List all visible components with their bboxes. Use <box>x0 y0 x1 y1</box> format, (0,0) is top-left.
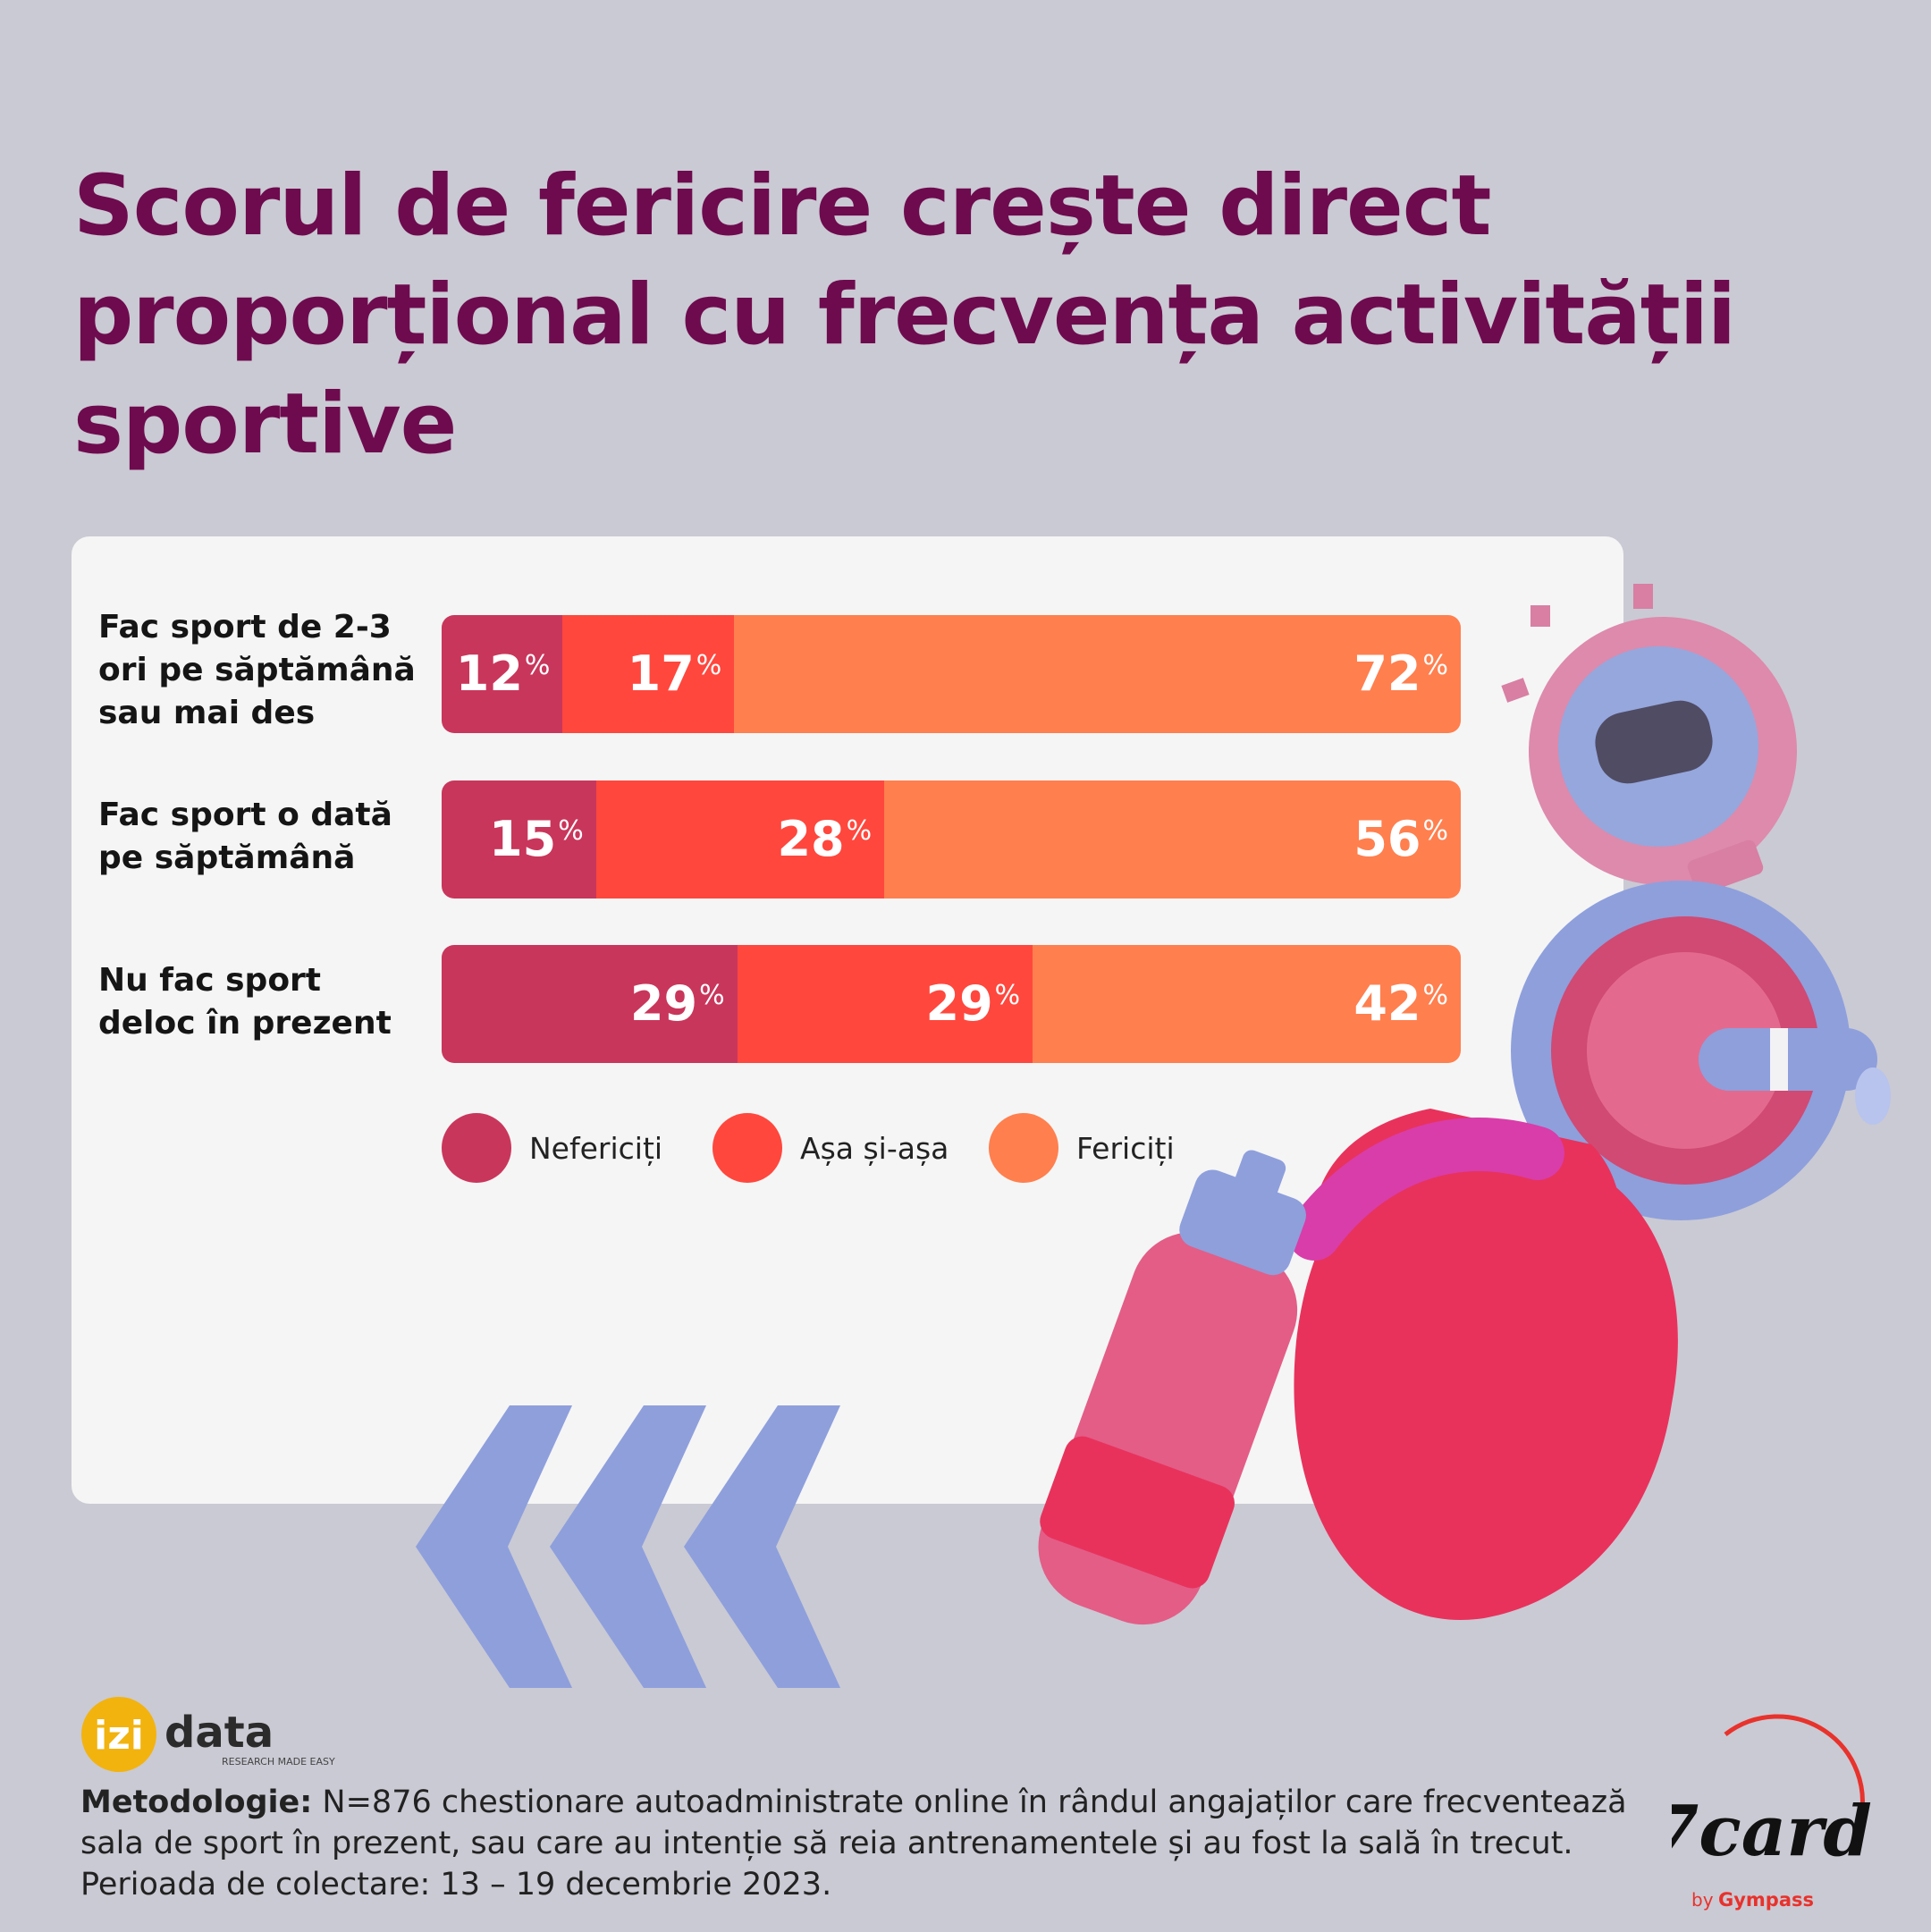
ab-wheel-icon <box>1511 881 1891 1220</box>
legend-swatch <box>442 1113 511 1183</box>
by-text: by <box>1691 1889 1714 1911</box>
data-label-value: 17 <box>627 645 695 702</box>
stacked-bar: 12% 17% 72% <box>442 615 1461 733</box>
stacked-bar: 15% 28% 56% <box>442 780 1461 899</box>
data-label-value: 29 <box>925 975 993 1032</box>
izi-brand-text: izi <box>94 1713 144 1759</box>
category-label: Fac sport o dată pe săptămână <box>98 794 420 880</box>
data-label-value: 29 <box>629 975 698 1032</box>
legend-label: Nefericiți <box>529 1130 663 1166</box>
data-label: 29% <box>926 979 1021 1037</box>
title-line-3: sportive <box>73 375 457 473</box>
category-label-line: Fac sport o dată <box>98 797 392 833</box>
methodology-line-2: sala de sport în prezent, sau care au in… <box>80 1826 1573 1861</box>
izi-tagline: RESEARCH MADE EASY <box>222 1756 335 1767</box>
page-title: Scorul de fericire crește direct proporț… <box>73 152 1772 479</box>
data-label: 12% <box>456 649 551 707</box>
water-bottle-icon <box>1038 1150 1306 1625</box>
bar-segment: 56% <box>884 780 1461 899</box>
data-label: 72% <box>1353 649 1448 707</box>
percent-sign: % <box>696 650 722 681</box>
data-label: 15% <box>489 814 584 873</box>
7card-word: 7card <box>1672 1791 1872 1872</box>
category-label-line: Fac sport de 2-3 <box>98 609 392 645</box>
data-label-value: 56 <box>1353 811 1421 867</box>
data-label-value: 28 <box>777 811 845 867</box>
percent-sign: % <box>524 650 551 681</box>
legend-item-asa-si-asa: Așa și-așa <box>713 1113 949 1183</box>
gympass-text: Gympass <box>1718 1889 1814 1911</box>
data-label: 56% <box>1353 814 1448 873</box>
methodology-line-1: N=876 chestionare autoadministrate onlin… <box>322 1784 1627 1820</box>
percent-sign: % <box>1422 650 1448 681</box>
percent-sign: % <box>699 980 725 1011</box>
bar-segment: 29% <box>442 945 738 1063</box>
legend-swatch <box>713 1113 782 1183</box>
data-label: 29% <box>630 979 725 1037</box>
data-label: 28% <box>777 814 872 873</box>
legend-label: Fericiți <box>1076 1130 1175 1166</box>
title-line-1: Scorul de fericire crește direct <box>73 157 1491 255</box>
category-label-line: ori pe săptămână <box>98 652 416 688</box>
bar-segment: 29% <box>737 945 1033 1063</box>
bar-segment: 42% <box>1033 945 1461 1063</box>
izi-data-logo: izi data RESEARCH MADE EASY <box>81 1697 335 1772</box>
data-label: 17% <box>628 649 722 707</box>
percent-sign: % <box>1422 980 1448 1011</box>
category-label-line: deloc în prezent <box>98 1005 392 1042</box>
7card-arc <box>1724 1714 1865 1825</box>
legend-swatch <box>989 1113 1058 1183</box>
stacked-bar: 29% 29% 42% <box>442 945 1461 1063</box>
izi-badge <box>81 1697 156 1772</box>
legend-item-fericiti: Fericiți <box>989 1113 1175 1183</box>
legend-item-nefericiti: Nefericiți <box>442 1113 662 1183</box>
methodology-label: Metodologie: <box>80 1784 313 1820</box>
data-label: 42% <box>1353 979 1448 1037</box>
category-label: Fac sport de 2-3 ori pe săptămână sau mai … <box>98 606 420 735</box>
izi-word-text: data <box>164 1708 274 1758</box>
title-line-2: proporțional cu frecvența activității <box>73 266 1736 364</box>
chevron-arrows-icon <box>416 1405 840 1688</box>
data-label-value: 12 <box>455 645 523 702</box>
data-label-value: 42 <box>1353 975 1421 1032</box>
data-label-value: 72 <box>1353 645 1421 702</box>
7card-logo: 7card by Gympass <box>1672 1714 1872 1911</box>
category-label-line: Nu fac sport <box>98 962 322 999</box>
kettlebell-icon <box>1287 1109 1678 1621</box>
bar-segment: 12% <box>442 615 563 733</box>
percent-sign: % <box>994 980 1021 1011</box>
data-label-value: 15 <box>489 811 557 867</box>
legend-label: Așa și-așa <box>800 1130 949 1166</box>
category-label-line: sau mai des <box>98 695 316 731</box>
percent-sign: % <box>1422 815 1448 847</box>
category-label-line: pe săptămână <box>98 839 356 876</box>
bar-segment: 15% <box>442 780 596 899</box>
percent-sign: % <box>558 815 584 847</box>
stopwatch-icon <box>1501 584 1797 895</box>
methodology-note: Metodologie: N=876 chestionare autoadmin… <box>80 1782 1690 1905</box>
percent-sign: % <box>846 815 873 847</box>
bar-segment: 17% <box>562 615 735 733</box>
category-label: Nu fac sport deloc în prezent <box>98 959 420 1045</box>
bar-segment: 72% <box>734 615 1461 733</box>
methodology-line-3: Perioada de colectare: 13 – 19 decembrie… <box>80 1867 832 1902</box>
bar-segment: 28% <box>595 780 885 899</box>
